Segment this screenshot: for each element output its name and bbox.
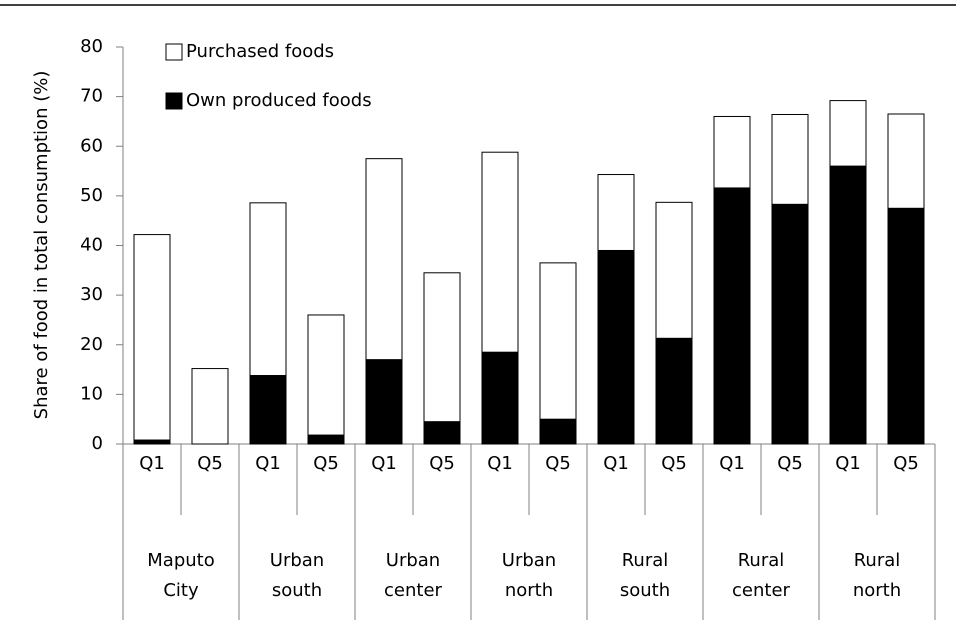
y-tick-label: 10 <box>80 383 103 404</box>
bar-segment <box>713 115 751 189</box>
group-label: Rural <box>854 550 901 571</box>
x-tick-label: Q5 <box>893 453 919 474</box>
group-label: City <box>163 580 199 601</box>
y-tick-label: 80 <box>80 36 103 57</box>
group-label: north <box>505 580 553 601</box>
bar-segment <box>191 368 229 445</box>
bar-segment <box>887 113 925 209</box>
legend-label: Own produced foods <box>186 90 372 111</box>
x-tick-label: Q1 <box>371 453 397 474</box>
x-tick-label: Q5 <box>777 453 803 474</box>
legend-label: Purchased foods <box>186 41 334 62</box>
bar-segment <box>481 151 519 353</box>
group-label: Rural <box>622 550 669 571</box>
y-tick-label: 50 <box>80 185 103 206</box>
bar-segment <box>133 234 171 441</box>
y-tick-label: 60 <box>80 135 103 156</box>
bar-segment <box>771 203 809 445</box>
bar-segment <box>539 262 577 420</box>
bar-segment <box>365 359 403 445</box>
bar-segment <box>771 113 809 205</box>
x-tick-label: Q1 <box>487 453 513 474</box>
bar-segment <box>713 187 751 445</box>
bar-segment <box>423 421 461 445</box>
bar-segment <box>829 165 867 445</box>
bar-segment <box>365 158 403 361</box>
legend-swatch <box>165 92 183 110</box>
y-tick-label: 40 <box>80 235 103 256</box>
group-label: Urban <box>502 550 556 571</box>
bar-segment <box>655 201 693 339</box>
bar-segment <box>481 351 519 445</box>
x-tick-label: Q1 <box>139 453 165 474</box>
x-tick-label: Q5 <box>545 453 571 474</box>
y-axis-title: Share of food in total consumption (%) <box>31 71 52 420</box>
legend-swatch <box>165 43 183 61</box>
bar-segment <box>249 375 287 445</box>
group-label: Rural <box>738 550 785 571</box>
bar-segment <box>249 202 287 377</box>
bar-segment <box>423 272 461 423</box>
bar-segment <box>133 439 171 445</box>
group-label: center <box>732 580 791 601</box>
bar-segment <box>307 434 345 445</box>
bar-segment <box>597 249 635 445</box>
x-tick-label: Q5 <box>313 453 339 474</box>
y-tick-label: 70 <box>80 86 103 107</box>
y-tick-label: 30 <box>80 284 103 305</box>
group-label: south <box>272 580 322 601</box>
x-tick-label: Q5 <box>197 453 223 474</box>
bar-segment <box>539 418 577 445</box>
x-tick-label: Q1 <box>835 453 861 474</box>
group-label: south <box>620 580 670 601</box>
bar-segment <box>307 314 345 436</box>
group-label: north <box>853 580 901 601</box>
bar-segment <box>887 207 925 445</box>
y-tick-label: 20 <box>80 334 103 355</box>
group-label: Urban <box>270 550 324 571</box>
group-label: center <box>384 580 443 601</box>
x-tick-label: Q5 <box>429 453 455 474</box>
bar-segment <box>829 100 867 167</box>
x-tick-label: Q1 <box>719 453 745 474</box>
x-tick-label: Q1 <box>255 453 281 474</box>
bar-segment <box>655 337 693 445</box>
x-tick-label: Q5 <box>661 453 687 474</box>
y-tick-label: 0 <box>92 433 103 454</box>
bar-segment <box>597 174 635 251</box>
group-label: Urban <box>386 550 440 571</box>
group-label: Maputo <box>147 550 214 571</box>
x-tick-label: Q1 <box>603 453 629 474</box>
